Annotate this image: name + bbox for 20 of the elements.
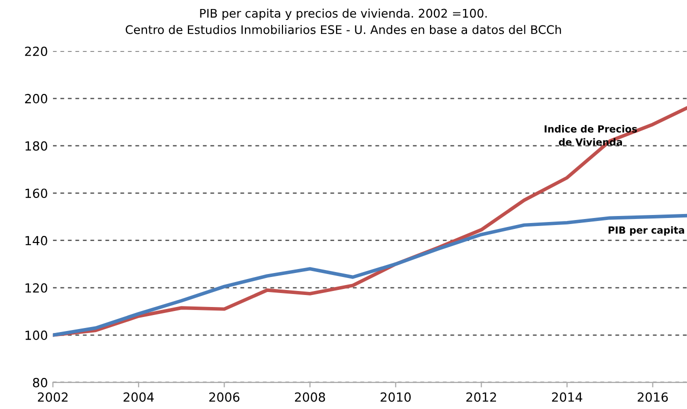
x-tick-label: 2004 [124, 392, 154, 402]
series-label: PIB per capita [608, 226, 684, 236]
x-tick-label: 2014 [552, 392, 582, 402]
y-tick-label: 180 [26, 141, 48, 151]
chart-title: PIB per capita y precios de vivienda. 2002 =100. [200, 8, 487, 20]
y-tick-label: 200 [25, 94, 48, 104]
y-tick-label: 120 [26, 283, 48, 293]
x-tick-label: 2010 [380, 392, 411, 402]
x-tick-label: 2008 [294, 392, 326, 402]
x-tick-label: 2002 [38, 392, 68, 402]
line-series [52, 214, 687, 337]
y-tick-label: 100 [26, 330, 48, 340]
x-tick-label: 2016 [638, 392, 668, 402]
y-tick-label: 140 [26, 236, 48, 246]
y-tick-label: 220 [25, 46, 48, 56]
chart-subtitle: Centro de Estudios Inmobiliarios ESE - U. Andes en base a datos del BCCh [126, 24, 561, 34]
x-tick-label: 2006 [209, 392, 240, 402]
y-tick-label: 160 [26, 188, 48, 198]
x-tick-label: 2012 [466, 392, 496, 402]
y-tick-label: 80 [32, 378, 48, 388]
